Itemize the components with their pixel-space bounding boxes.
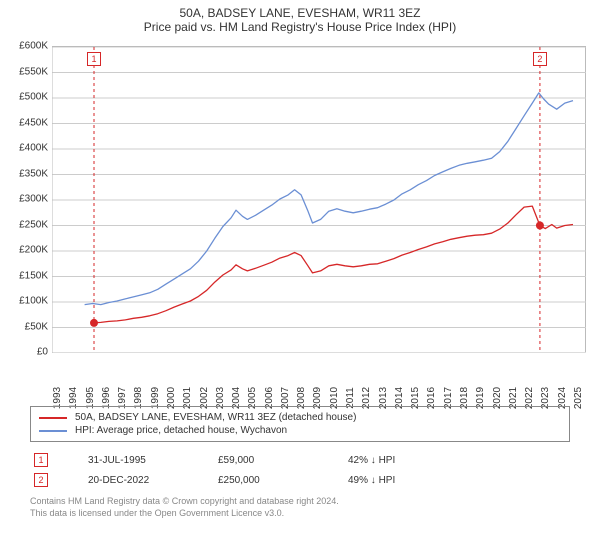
chart-area: £0 £50K £100K £150K £200K £250K £300K £350K £400… (0, 42, 600, 402)
footnote: Contains HM Land Registry data © Crown c… (30, 490, 570, 519)
event-date: 20-DEC-2022 (88, 475, 178, 486)
event-price: £59,000 (218, 455, 308, 466)
event-date: 31-JUL-1995 (88, 455, 178, 466)
legend-row: 50A, BADSEY LANE, EVESHAM, WR11 3EZ (det… (39, 411, 561, 424)
chart-subtitle: Price paid vs. HM Land Registry's House … (0, 20, 600, 34)
y-tick-label: £600K (19, 41, 48, 52)
y-tick-label: £400K (19, 143, 48, 154)
y-tick-label: £200K (19, 245, 48, 256)
y-tick-label: £550K (19, 66, 48, 77)
y-tick-label: £300K (19, 194, 48, 205)
footnote-line: This data is licensed under the Open Gov… (30, 508, 570, 520)
y-tick-label: £350K (19, 168, 48, 179)
legend: 50A, BADSEY LANE, EVESHAM, WR11 3EZ (det… (30, 406, 570, 442)
x-tick-label: 2025 (573, 387, 584, 409)
legend-swatch (39, 417, 67, 419)
event-price: £250,000 (218, 475, 308, 486)
legend-label: HPI: Average price, detached house, Wych… (75, 425, 287, 436)
event-marker: 1 (87, 52, 101, 66)
plot-area (52, 46, 586, 352)
event-row: 2 20-DEC-2022 £250,000 49% ↓ HPI (30, 470, 570, 490)
event-row: 1 31-JUL-1995 £59,000 42% ↓ HPI (30, 450, 570, 470)
y-tick-label: £250K (19, 219, 48, 230)
footnote-line: Contains HM Land Registry data © Crown c… (30, 496, 570, 508)
y-tick-label: £150K (19, 270, 48, 281)
y-tick-label: £500K (19, 92, 48, 103)
legend-swatch (39, 430, 67, 432)
event-delta: 49% ↓ HPI (348, 475, 438, 486)
y-tick-label: £50K (25, 321, 48, 332)
y-tick-label: £0 (37, 347, 48, 358)
y-tick-label: £450K (19, 117, 48, 128)
plot-svg (52, 47, 586, 353)
legend-label: 50A, BADSEY LANE, EVESHAM, WR11 3EZ (det… (75, 412, 356, 423)
chart-title: 50A, BADSEY LANE, EVESHAM, WR11 3EZ (0, 6, 600, 20)
event-delta: 42% ↓ HPI (348, 455, 438, 466)
event-marker-small: 1 (34, 453, 48, 467)
y-tick-label: £100K (19, 296, 48, 307)
legend-row: HPI: Average price, detached house, Wych… (39, 424, 561, 437)
event-marker: 2 (533, 52, 547, 66)
event-marker-small: 2 (34, 473, 48, 487)
